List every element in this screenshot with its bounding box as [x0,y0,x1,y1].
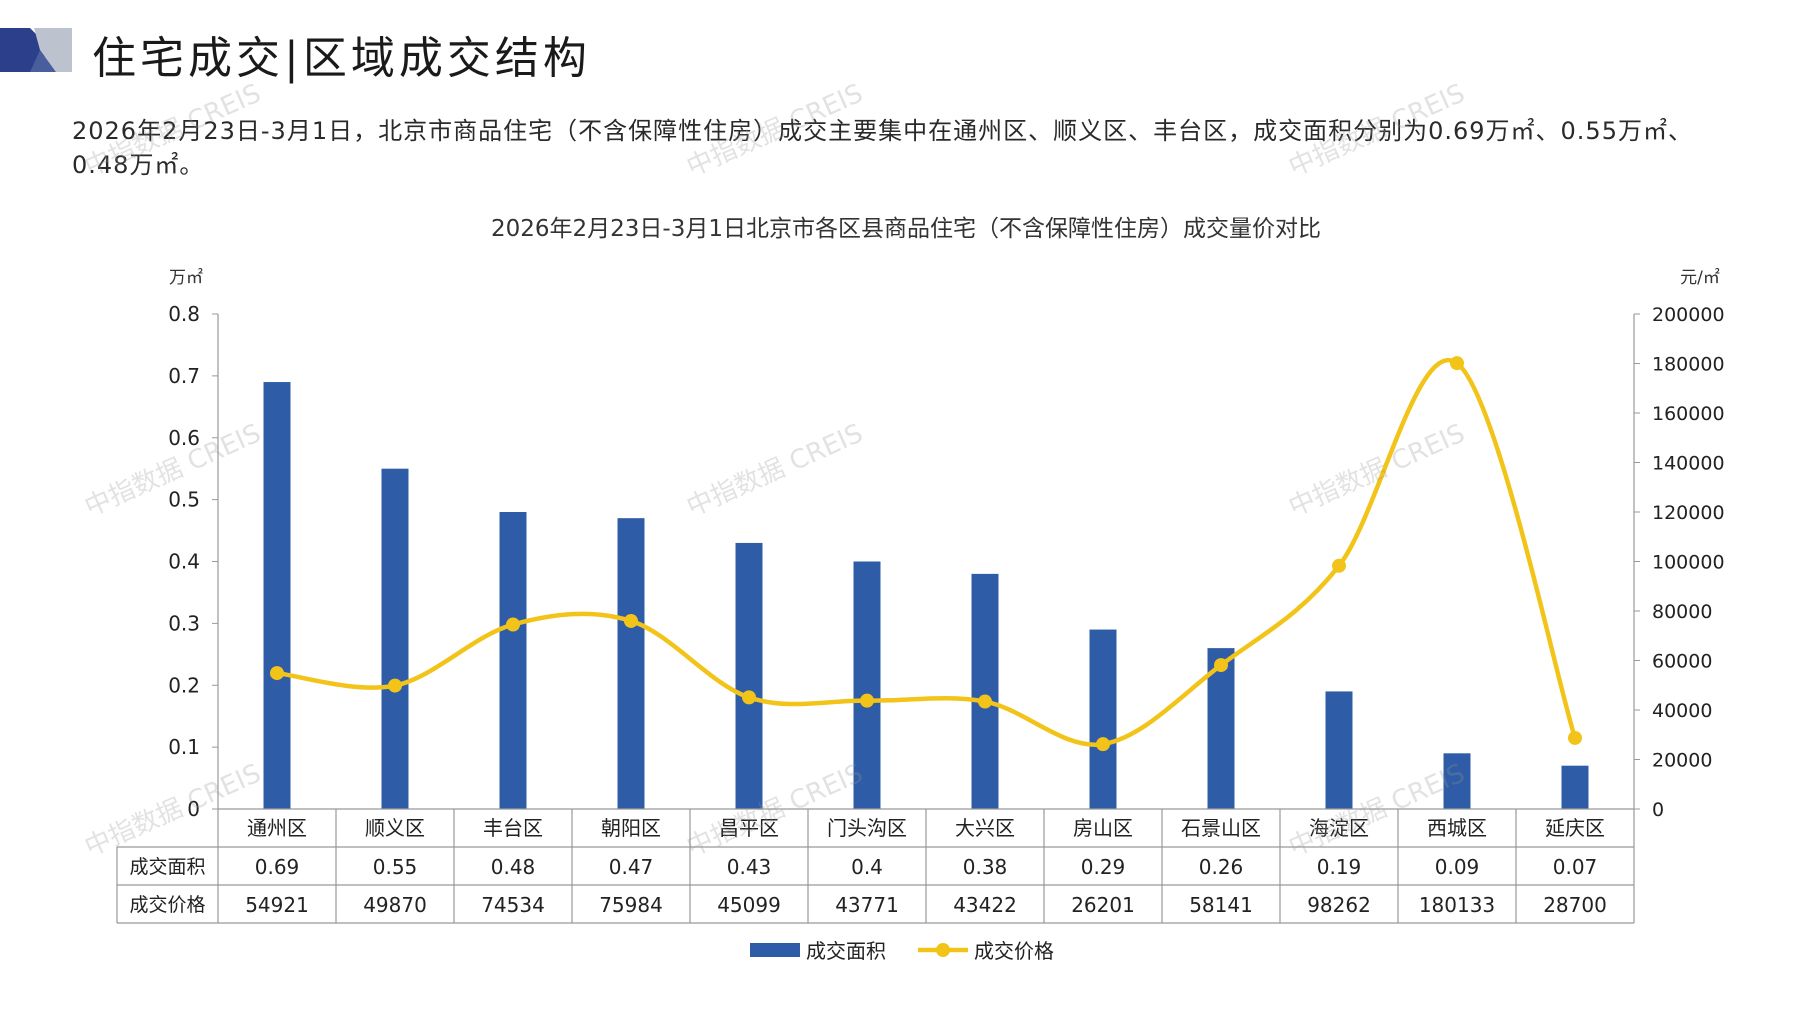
bar-西城区 [1443,753,1471,809]
bar-延庆区 [1561,765,1589,809]
y-left-unit: 万㎡ [169,268,203,288]
summary-text: 2026年2月23日-3月1日，北京市商品住宅（不含保障性住房）成交主要集中在通… [72,117,1693,179]
price-point-门头沟区 [860,693,874,708]
price-point-房山区 [1096,737,1110,752]
table-cell: 0.47 [609,855,654,879]
y-right-tick-label: 40000 [1652,700,1712,722]
x-tick-label: 西城区 [1427,816,1487,840]
table-cell: 0.55 [373,855,418,879]
table-cell: 0.38 [963,855,1008,879]
bar-门头沟区 [853,561,881,809]
price-point-昌平区 [742,690,756,705]
y-left-tick-label: 0.8 [168,302,200,326]
y-right-tick-label: 140000 [1652,453,1725,475]
table-cell: 0.4 [851,855,883,879]
table-cell: 26201 [1071,893,1135,917]
y-left-tick-label: 0.7 [168,364,200,388]
y-left-tick-label: 0.5 [168,488,200,512]
bar-昌平区 [735,542,763,809]
y-left-tick-label: 0.6 [168,426,200,450]
y-left-tick-label: 0.1 [168,735,200,759]
table-cell: 0.48 [491,855,536,879]
x-tick-label: 延庆区 [1545,816,1605,840]
price-point-海淀区 [1332,558,1346,573]
y-right-tick-label: 20000 [1652,750,1712,772]
table-cell: 74534 [481,893,545,917]
x-tick-label: 海淀区 [1309,816,1369,840]
bar-大兴区 [971,573,999,809]
y-right-tick-label: 80000 [1652,601,1712,623]
y-right-tick-label: 60000 [1652,651,1712,673]
y-right-tick-label: 160000 [1652,403,1725,425]
price-point-西城区 [1450,356,1464,371]
x-tick-label: 丰台区 [483,816,543,840]
bar-通州区 [263,382,291,809]
y-right-unit: 元/㎡ [1680,268,1720,288]
table-cell: 28700 [1543,893,1607,917]
y-left-tick-label: 0.2 [168,673,200,697]
legend-label: 成交面积 [806,939,886,963]
y-right-tick-label: 0 [1652,799,1664,821]
bar-丰台区 [499,512,527,809]
table-cell: 0.09 [1435,855,1480,879]
price-point-通州区 [270,666,284,681]
price-point-丰台区 [506,617,520,632]
legend-label: 成交价格 [974,939,1054,963]
y-left-tick-label: 0 [187,797,200,821]
x-tick-label: 朝阳区 [601,816,661,840]
y-left-tick-label: 0.3 [168,611,200,635]
bar-海淀区 [1325,691,1353,809]
y-left-tick-label: 0.4 [168,550,200,574]
table-cell: 0.69 [255,855,300,879]
x-tick-label: 顺义区 [365,816,425,840]
table-cell: 54921 [245,893,309,917]
table-row-label: 成交价格 [129,894,205,916]
y-right-tick-label: 200000 [1652,304,1725,326]
title-decoration [0,28,72,72]
table-cell: 58141 [1189,893,1253,917]
y-right-tick-label: 120000 [1652,502,1725,524]
table-cell: 0.07 [1553,855,1598,879]
table-cell: 43771 [835,893,899,917]
price-point-延庆区 [1568,730,1582,745]
x-tick-label: 石景山区 [1181,816,1261,840]
legend-line-marker [936,943,950,957]
table-cell: 0.29 [1081,855,1126,879]
page-title: 住宅成交|区域成交结构 [92,33,591,84]
legend-bar-swatch [750,943,800,957]
price-point-石景山区 [1214,658,1228,673]
table-row-label: 成交面积 [129,856,205,878]
table-cell: 0.19 [1317,855,1362,879]
table-cell: 75984 [599,893,663,917]
table-cell: 98262 [1307,893,1371,917]
table-cell: 49870 [363,893,427,917]
bar-顺义区 [381,468,409,809]
x-tick-label: 大兴区 [955,816,1015,840]
bar-朝阳区 [617,518,645,809]
table-cell: 0.43 [727,855,772,879]
x-tick-label: 房山区 [1073,816,1133,840]
table-cell: 45099 [717,893,781,917]
price-point-朝阳区 [624,613,638,628]
x-tick-label: 通州区 [247,816,307,840]
y-right-tick-label: 180000 [1652,354,1725,376]
x-tick-label: 门头沟区 [827,816,907,840]
price-point-顺义区 [388,678,402,693]
table-cell: 0.26 [1199,855,1244,879]
y-right-tick-label: 100000 [1652,552,1725,574]
chart-title: 2026年2月23日-3月1日北京市各区县商品住宅（不含保障性住房）成交量价对比 [491,216,1321,242]
table-cell: 43422 [953,893,1017,917]
bar-房山区 [1089,629,1117,809]
price-line [276,358,1578,747]
x-tick-label: 昌平区 [719,816,779,840]
price-point-大兴区 [978,694,992,709]
table-cell: 180133 [1419,893,1495,917]
